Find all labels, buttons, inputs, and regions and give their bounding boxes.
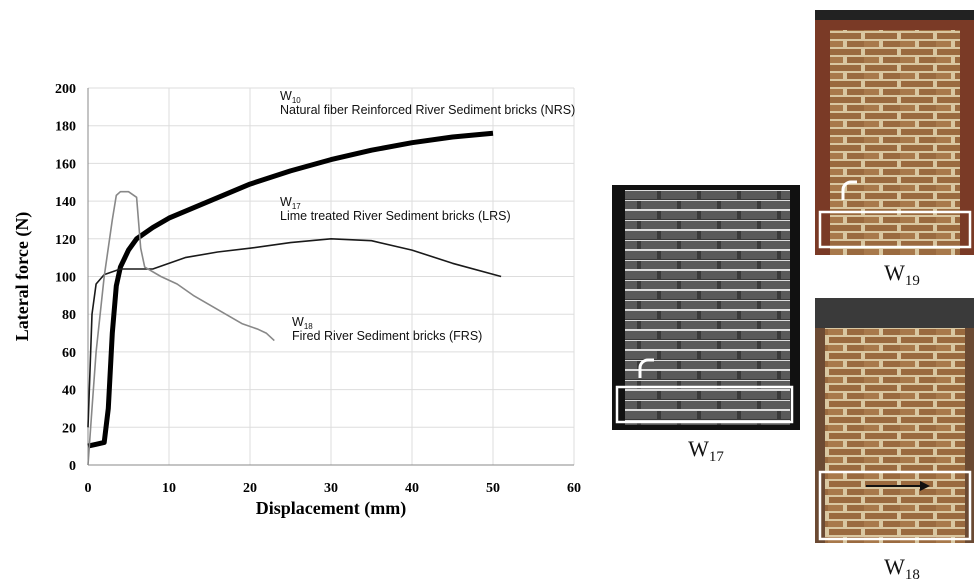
annotation-letter: W: [280, 89, 292, 103]
photo-label: W18: [884, 554, 920, 581]
annotation-text: Natural fiber Reinforced River Sediment …: [280, 103, 575, 117]
photo-label-subscript: 17: [709, 449, 725, 465]
photo-label: W17: [688, 436, 724, 465]
annotation-subscript: 18: [304, 322, 313, 331]
y-axis-title: Lateral force (N): [12, 212, 33, 342]
y-tick-label: 0: [69, 459, 76, 474]
photo-label: W19: [884, 260, 920, 289]
data-line: [87, 190, 275, 466]
photo-label-letter: W: [688, 436, 709, 461]
y-tick-label: 160: [55, 157, 76, 172]
x-tick-label: 20: [243, 481, 257, 496]
y-tick-label: 140: [55, 195, 76, 210]
photo-label-letter: W: [884, 554, 905, 579]
x-tick-label: 30: [324, 481, 338, 496]
annotation-label: W18: [292, 315, 313, 331]
y-tick-label: 60: [62, 346, 76, 361]
annotation-label: W10: [280, 89, 301, 105]
photo-w18: [815, 298, 974, 543]
x-tick-label: 10: [162, 481, 176, 496]
photo-label-subscript: 18: [905, 567, 920, 581]
annotation-label: W17: [280, 195, 301, 211]
photo-w19: [815, 10, 974, 255]
data-line: [87, 238, 502, 428]
y-tick-label: 180: [55, 120, 76, 135]
annotation-text: Fired River Sediment bricks (FRS): [292, 329, 482, 343]
x-axis-title: Displacement (mm): [256, 498, 406, 519]
x-tick-label: 40: [405, 481, 419, 496]
y-tick-label: 80: [62, 308, 76, 323]
photo-w17: [612, 185, 800, 430]
annotation-letter: W: [280, 195, 292, 209]
y-tick-label: 20: [62, 421, 76, 436]
photo-label-letter: W: [884, 260, 905, 285]
y-tick-label: 200: [55, 82, 76, 97]
annotation-letter: W: [292, 315, 304, 329]
annotation-subscript: 17: [292, 202, 301, 211]
photo-label-subscript: 19: [905, 273, 920, 289]
annotation-subscript: 10: [292, 96, 301, 105]
x-tick-label: 60: [567, 481, 581, 496]
x-tick-label: 0: [85, 481, 92, 496]
y-tick-label: 100: [55, 271, 76, 286]
y-tick-label: 40: [62, 384, 76, 399]
annotation-text: Lime treated River Sediment bricks (LRS): [280, 209, 511, 223]
x-tick-label: 50: [486, 481, 500, 496]
data-line: [87, 130, 494, 449]
y-tick-label: 120: [55, 233, 76, 248]
